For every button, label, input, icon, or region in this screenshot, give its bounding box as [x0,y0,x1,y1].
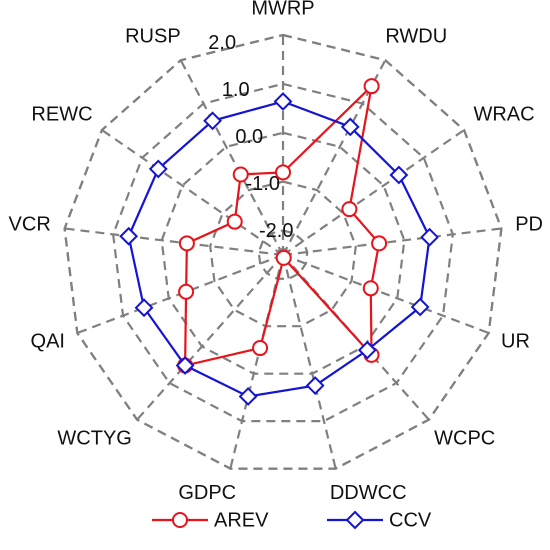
spoke [136,254,284,421]
category-label: PD [515,214,543,236]
outer-ring [63,33,503,470]
category-label: DDWCC [330,482,407,504]
point [119,226,139,246]
point [357,340,377,360]
spoke [282,253,490,335]
point [371,235,388,252]
point [305,376,325,395]
category-label: REWC [31,104,92,126]
point [341,201,358,218]
point [134,298,154,318]
point [362,280,379,297]
legend-label: CCV [389,509,432,531]
point [175,356,195,375]
series [177,78,388,374]
spoke [179,59,284,256]
category-label: GDPC [178,482,236,504]
grid-ring [257,229,309,280]
point [226,213,243,230]
r-tick-label: 2.0 [208,32,236,54]
point [178,283,195,300]
point [363,78,380,95]
r-tick-label: 1.0 [222,79,250,101]
category-label: WCTYG [57,427,131,449]
category-label: RWDU [385,25,447,47]
r-tick-label: -1.0 [245,173,279,195]
category-label: VCR [9,214,51,236]
r-tick-label: -2.0 [259,220,293,242]
point [410,297,430,317]
series [119,92,439,406]
legend-label: AREV [214,509,269,531]
point [252,340,269,357]
r-tick-label: 0.0 [235,126,263,148]
point [420,227,439,247]
spoke [282,227,502,257]
point [275,249,292,266]
spoke [64,227,284,257]
point [148,159,168,179]
category-label: MWRP [251,0,314,19]
category-label: WCPC [434,427,495,449]
point [273,92,293,111]
point [203,111,222,131]
point [389,165,409,185]
point [238,387,258,406]
point [340,117,360,137]
point [178,235,195,252]
category-label: RUSP [125,25,181,47]
point [232,166,249,183]
point [275,164,291,181]
spoke [282,129,465,256]
category-label: UR [501,331,530,353]
category-label: WRAC [473,104,534,126]
point [345,510,365,530]
spoke [281,254,337,469]
series-line [127,100,431,398]
grid-ring [112,82,454,423]
category-label: QAI [31,331,65,353]
point [172,512,188,528]
grid-ring [209,180,357,328]
grid-ring [160,131,406,375]
spoke [101,129,284,256]
